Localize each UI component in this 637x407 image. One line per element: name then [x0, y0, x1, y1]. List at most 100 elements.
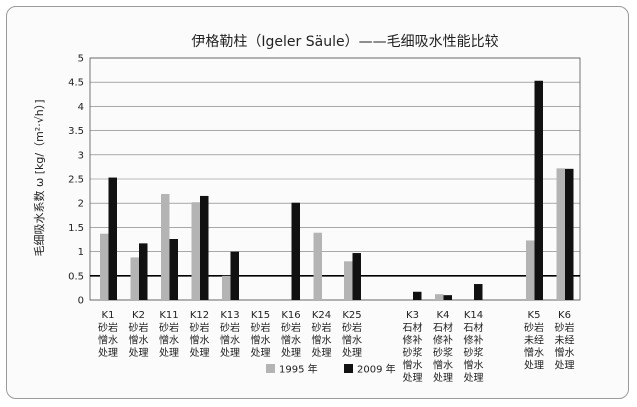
category-desc: 砂岩 — [190, 321, 210, 334]
category-label: K5 — [528, 310, 541, 321]
y-axis-label: 毛细吸水系数 ω [kg/（m²·√h）] — [33, 100, 46, 257]
y-ticks: 0 0.5 1 1.5 2 2.5 3 3.5 4 4.5 5 — [68, 54, 84, 307]
category-desc: 处理 — [129, 347, 149, 359]
bar-2009-K25 — [352, 253, 361, 300]
bar-2009-K12 — [200, 195, 209, 300]
category-desc: 处理 — [190, 347, 210, 359]
category-label: K6 — [558, 310, 571, 321]
category-desc: 憎水 — [251, 334, 271, 347]
category-desc: 憎水 — [220, 334, 240, 347]
category-label: K25 — [342, 310, 361, 321]
category-desc: 憎水 — [190, 334, 210, 347]
category-label: K1 — [102, 310, 115, 321]
legend-swatch — [266, 364, 275, 373]
category-desc: 憎水 — [98, 334, 118, 347]
category-desc: 处理 — [281, 347, 301, 359]
plot-border — [89, 57, 581, 301]
category-desc: 砂岩 — [98, 321, 118, 334]
bar-1995-K5 — [526, 240, 535, 300]
category-label: K3 — [406, 310, 419, 321]
category-desc: 砂岩 — [281, 321, 301, 334]
category-label: K16 — [281, 310, 300, 321]
category-desc: 憎水 — [555, 346, 575, 359]
category-desc: 砂岩 — [342, 321, 362, 334]
bar-2009-K13 — [230, 251, 239, 300]
category-desc: 处理 — [159, 347, 179, 359]
bar-1995-K2 — [130, 257, 139, 300]
category-desc: 处理 — [524, 360, 544, 372]
category-desc: 憎水 — [312, 334, 332, 347]
legend: 1995 年 2009 年 — [266, 363, 396, 376]
bar-1995-K4 — [435, 294, 444, 300]
category-label: K12 — [190, 310, 209, 321]
bar-1995-K25 — [344, 261, 353, 300]
legend-swatch — [344, 364, 353, 373]
bar-1995-K6 — [556, 168, 565, 300]
category-label: K11 — [159, 310, 178, 321]
y-tick-label: 2 — [78, 199, 84, 210]
category-desc: 处理 — [433, 372, 453, 384]
category-desc: 憎水 — [524, 346, 544, 359]
y-tick-label: 0 — [78, 296, 84, 307]
category-label: K2 — [132, 310, 145, 321]
category-desc: 石材 — [464, 321, 484, 334]
category-desc: 憎水 — [342, 334, 362, 347]
bar-2009-K14 — [474, 284, 483, 300]
category-label: K15 — [251, 310, 270, 321]
bar-2009-K5 — [534, 80, 543, 300]
bar-1995-K12 — [191, 202, 200, 300]
category-desc: 砂岩 — [220, 321, 240, 334]
bar-2009-K6 — [565, 168, 574, 300]
category-desc: 修补 — [464, 334, 484, 347]
y-tick-label: 3.5 — [68, 126, 84, 137]
category-desc: 砂浆 — [403, 346, 423, 359]
category-desc: 处理 — [403, 372, 423, 384]
bar-2009-K2 — [139, 243, 148, 300]
category-desc: 处理 — [342, 347, 362, 359]
category-desc: 憎水 — [433, 359, 453, 372]
category-desc: 砂岩 — [312, 321, 332, 334]
category-desc: 憎水 — [129, 334, 149, 347]
category-desc: 砂岩 — [524, 321, 544, 334]
y-tick-label: 5 — [78, 54, 84, 65]
y-tick-label: 4 — [78, 102, 84, 113]
category-desc: 砂岩 — [555, 321, 575, 334]
category-desc: 未经 — [524, 334, 544, 347]
y-tick-label: 1.5 — [68, 223, 84, 234]
category-desc: 砂岩 — [129, 321, 149, 334]
category-label: K13 — [220, 310, 239, 321]
category-label: K4 — [437, 310, 450, 321]
category-desc: 修补 — [403, 334, 423, 347]
y-tick-label: 3 — [78, 150, 84, 161]
legend-label: 2009 年 — [357, 363, 396, 376]
category-desc: 处理 — [555, 360, 575, 372]
bar-1995-K24 — [313, 232, 322, 300]
bar-1995-K1 — [100, 233, 109, 300]
category-desc: 修补 — [433, 334, 453, 347]
y-tick-label: 2.5 — [68, 175, 84, 186]
category-desc: 未经 — [555, 334, 575, 347]
category-desc: 处理 — [220, 347, 240, 359]
category-desc: 砂岩 — [251, 321, 271, 334]
category-desc: 石材 — [433, 321, 453, 334]
bar-2009-K11 — [169, 239, 178, 300]
bar-2009-K3 — [413, 291, 422, 300]
category-desc: 砂浆 — [464, 346, 484, 359]
category-desc: 处理 — [98, 347, 118, 359]
y-tick-label: 4.5 — [68, 78, 84, 89]
category-desc: 处理 — [464, 372, 484, 384]
bar-1995-K13 — [222, 275, 231, 300]
category-desc: 处理 — [251, 347, 271, 359]
